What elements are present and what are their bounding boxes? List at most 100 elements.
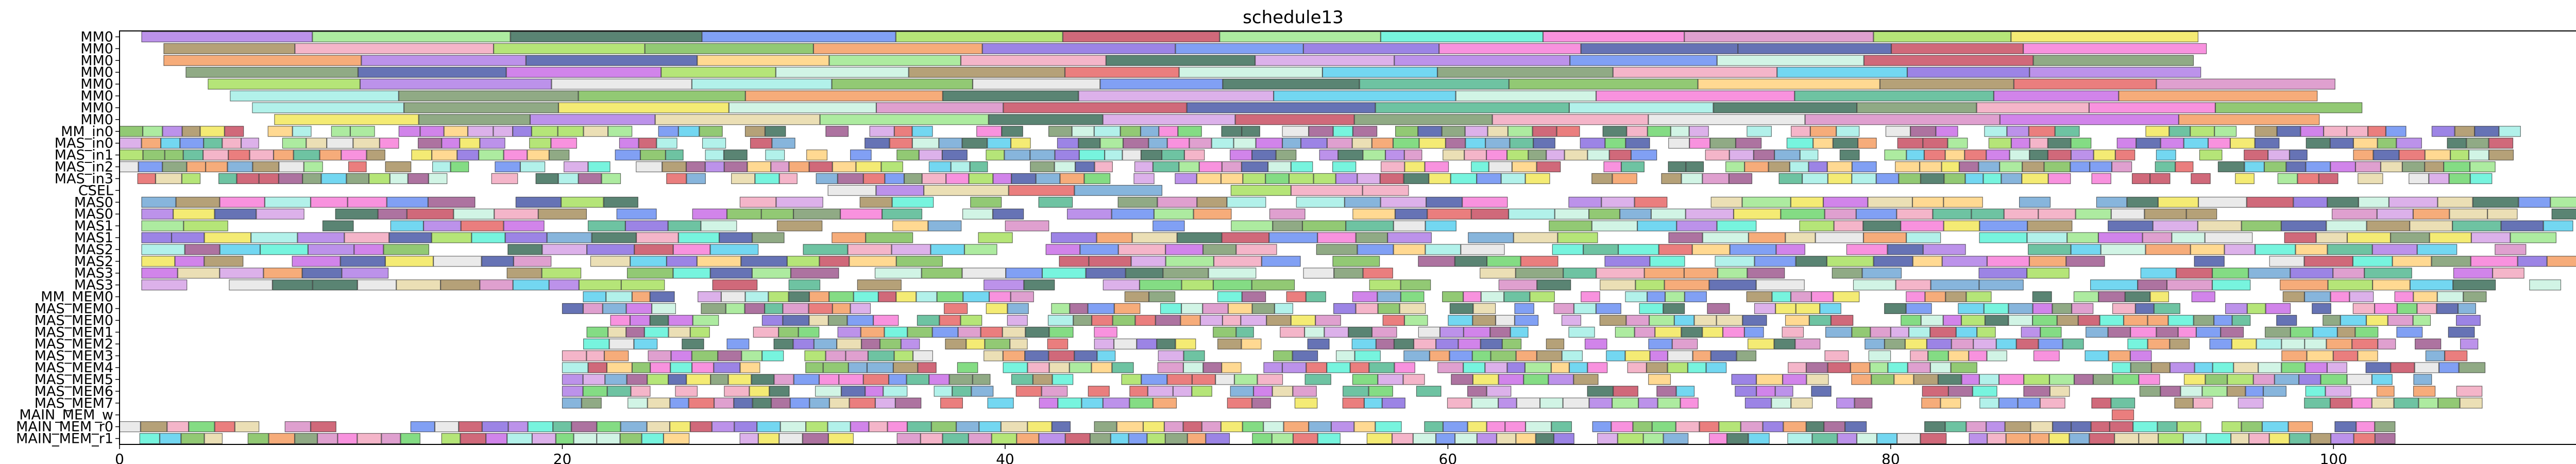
task-bar [2429,232,2471,243]
task-bar [1964,150,1987,161]
task-bar [1158,350,1184,361]
task-bar [1639,303,1664,314]
task-bar [507,433,532,444]
task-bar [650,291,675,303]
task-bar [957,362,978,373]
task-bar [2029,138,2048,149]
task-bar [2431,256,2471,267]
task-bar [1736,350,1757,361]
task-bar [1090,433,1111,444]
task-bar [1856,208,1897,220]
task-bar [2217,161,2245,173]
task-bar [1834,220,1863,231]
task-bar [142,126,163,137]
task-bar [783,314,809,326]
task-bar [768,291,789,303]
task-bar [1178,126,1202,137]
task-bar [849,256,896,267]
task-bar [2330,161,2356,173]
task-bar [2066,256,2105,267]
task-bar [2212,362,2234,373]
task-bar [1896,208,1933,220]
task-bar [972,78,1100,90]
task-bar [1979,279,2024,291]
task-bar [1213,256,1262,267]
task-bar [2501,220,2544,231]
task-bar [896,256,943,267]
task-bar [562,362,588,373]
task-bar [2263,386,2287,397]
task-bar [1273,220,1303,231]
task-bar [2158,433,2183,444]
task-bar [2180,386,2202,397]
task-bar [1553,433,1574,444]
task-bar [1197,196,1227,208]
task-bar [2040,326,2062,338]
task-bar [658,126,679,137]
task-bar [2453,279,2496,291]
task-bar [1824,350,1849,361]
task-bar [701,220,737,231]
task-bar [137,173,156,184]
task-bar [1833,138,1858,149]
y-tick-label: MAS_MEM1 [35,324,113,340]
task-bar [1255,55,1395,66]
y-tick-label: MM0 [80,64,113,80]
task-bar [2458,303,2476,314]
task-bar [1790,126,1810,137]
task-bar [867,362,893,373]
task-bar [1663,303,1685,314]
y-tick-label: MM_in0 [61,124,113,140]
task-bar [1958,303,1984,314]
task-bar [2244,161,2265,173]
task-bar [2375,421,2396,433]
task-bar [1901,220,1944,231]
task-bar [1233,138,1256,149]
task-bar [1756,279,1805,291]
task-bar [1189,138,1212,149]
task-bar [1057,138,1079,149]
task-bar [734,397,753,409]
task-bar [940,397,963,409]
y-tick-label: MAS3 [74,277,113,293]
task-bar [527,150,549,161]
task-bar [321,173,347,184]
task-bar [848,244,892,255]
task-bar [1948,386,1973,397]
task-bar [769,386,790,397]
task-bar [2049,386,2070,397]
task-bar [1605,138,1626,149]
task-bar [993,173,1012,184]
task-bar [1524,362,1551,373]
task-bar [793,374,820,385]
task-bar [1947,138,1968,149]
task-bar [1425,244,1461,255]
task-bar [714,397,734,409]
task-bar [662,161,687,173]
task-bar [1785,314,1809,326]
task-bar [1487,126,1508,137]
task-bar [1086,268,1126,279]
task-bar [1300,138,1327,149]
task-bar [1643,433,1664,444]
task-bar [1906,232,1941,243]
task-bar [482,421,509,433]
task-bar [671,350,692,361]
y-tick-label: MM0 [80,88,113,104]
task-bar [1979,220,2028,231]
task-bar [1528,150,1547,161]
task-bar [1187,433,1206,444]
task-bar [2518,196,2551,208]
task-bar [1740,421,1763,433]
task-bar [1923,244,1966,255]
task-bar [1495,314,1515,326]
task-bar [2448,326,2475,338]
task-bar [809,161,833,173]
task-bar [1215,374,1235,385]
task-bar [139,433,160,444]
task-bar [506,67,662,78]
task-bar [1717,268,1748,279]
task-bar [1251,150,1276,161]
task-bar [2392,256,2432,267]
task-bar [2191,291,2215,303]
